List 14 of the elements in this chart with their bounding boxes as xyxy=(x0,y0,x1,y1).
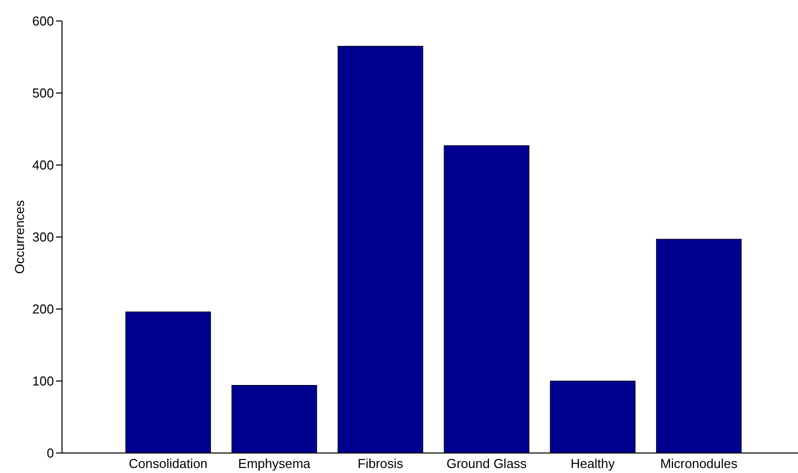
y-tick-label: 0 xyxy=(46,446,54,461)
y-tick-label: 600 xyxy=(32,14,54,29)
y-tick-label: 200 xyxy=(32,302,54,317)
x-tick-label: Consolidation xyxy=(128,456,208,471)
y-axis-title: Occurrences xyxy=(12,200,27,274)
y-tick-label: 400 xyxy=(32,158,54,173)
x-tick-label: Healthy xyxy=(570,456,616,471)
x-tick-label: Emphysema xyxy=(238,456,312,471)
y-tick-label: 100 xyxy=(32,374,54,389)
y-tick-label: 500 xyxy=(32,86,54,101)
y-tick-label: 300 xyxy=(32,230,54,245)
x-tick-label: Ground Glass xyxy=(446,456,528,471)
x-tick-label: Fibrosis xyxy=(358,456,404,471)
x-tick-label: Micronodules xyxy=(660,456,738,471)
